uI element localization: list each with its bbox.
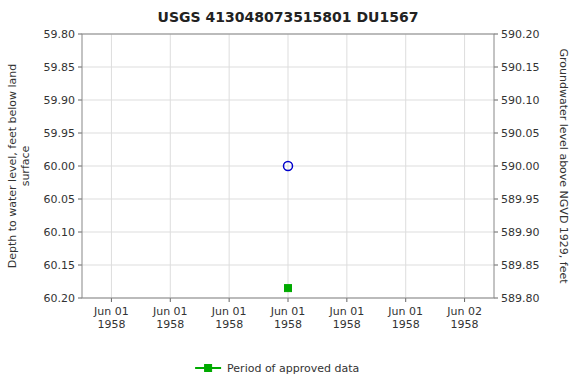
y-tick [78,265,82,266]
y-tick-label: 60.05 [44,193,76,206]
y2-tick [494,133,498,134]
grid-line [288,34,289,298]
x-tick [464,298,465,302]
y-tick [78,298,82,299]
y2-tick-label: 589.90 [501,226,540,239]
grid-line [170,34,171,298]
data-point [285,285,292,292]
y2-tick-label: 589.80 [501,292,540,305]
x-tick-label: Jun 011958 [152,305,188,331]
y-tick-label: 59.80 [44,28,76,41]
y2-tick [494,166,498,167]
x-tick [111,298,112,302]
y-tick-label: 60.15 [44,259,76,272]
grid-line [346,34,347,298]
y-tick-label: 59.85 [44,61,76,74]
grid [82,34,494,298]
y-tick [78,67,82,68]
grid-line [111,34,112,298]
y2-tick-label: 590.05 [501,127,540,140]
y2-tick [494,298,498,299]
title: USGS 413048073515801 DU1567 [158,9,419,25]
y-tick-label: 60.20 [44,292,76,305]
y-tick-label: 60.10 [44,226,76,239]
x-tick [405,298,406,302]
y-tick [78,232,82,233]
y2-tick [494,232,498,233]
grid-line [464,34,465,298]
x-tick-label: Jun 011958 [270,305,306,331]
y-tick [78,34,82,35]
y-tick [78,133,82,134]
y-tick [78,100,82,101]
x-tick-label: Jun 011958 [211,305,247,331]
legend-swatch [205,365,212,372]
x-tick-label: Jun 011958 [329,305,365,331]
x-tick-label: Jun 011958 [387,305,423,331]
y2-tick-label: 589.95 [501,193,540,206]
plot-frame [82,34,494,298]
legend-label: Period of approved data [227,362,359,375]
y2-tick-label: 590.15 [501,61,540,74]
y2-tick-label: 590.20 [501,28,540,41]
y2-tick-label: 590.10 [501,94,540,107]
data-point [284,162,293,171]
x-tick [346,298,347,302]
y2-axis-label: Groundwater level above NGVD 1929, feet [557,48,570,284]
y-tick-label: 59.95 [44,127,76,140]
legend: Period of approved data [195,362,359,375]
data [284,162,293,292]
y2-tick-label: 590.00 [501,160,540,173]
chart: 59.80 59.85 59.90 59.95 60.00 60.05 60.10 60.15… [0,0,576,384]
y2-tick [494,199,498,200]
y-tick [78,199,82,200]
x-tick [170,298,171,302]
y2-tick-label: 589.85 [501,259,540,272]
y-tick-label: 60.00 [44,160,76,173]
y2-tick [494,34,498,35]
grid-line [405,34,406,298]
y-axis-label: Depth to water level, feet below landsur… [6,64,32,269]
y2-tick [494,265,498,266]
x-tick [229,298,230,302]
y2-tick [494,100,498,101]
x-tick-label: Jun 011958 [93,305,129,331]
x-tick-label: Jun 021958 [446,305,482,331]
y-tick-label: 59.90 [44,94,76,107]
grid-line [229,34,230,298]
background [0,0,576,384]
y2-tick [494,67,498,68]
x-tick [288,298,289,302]
y-tick [78,166,82,167]
